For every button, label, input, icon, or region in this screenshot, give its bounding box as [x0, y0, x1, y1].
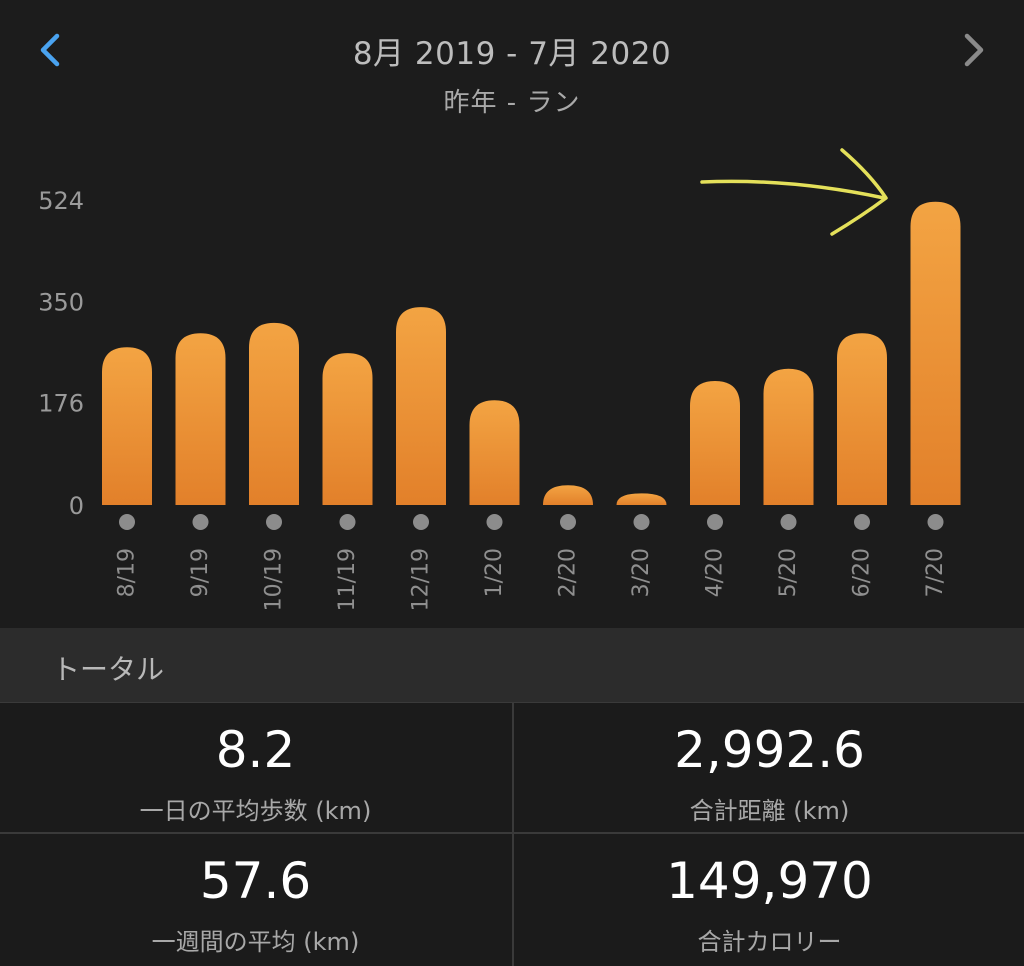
x-axis: 8/19 9/19 10/19 11/19 12/19 1/20 2/20 3/20 4/20 5…	[115, 548, 949, 611]
totals-section-header: トータル	[0, 628, 1024, 703]
bar-6-20[interactable]	[837, 333, 887, 505]
x-tick-label: 4/20	[703, 548, 728, 597]
month-dot[interactable]	[413, 514, 429, 530]
x-tick-label: 7/20	[923, 548, 948, 597]
totals-section-label: トータル	[52, 653, 165, 686]
next-period-button[interactable]	[952, 28, 996, 72]
month-dot[interactable]	[854, 514, 870, 530]
stat-value: 2,992.6	[674, 721, 865, 779]
month-dots	[119, 514, 944, 530]
bar-2-20[interactable]	[543, 485, 593, 505]
stat-value: 8.2	[215, 721, 296, 779]
month-dot[interactable]	[339, 514, 356, 530]
month-dot[interactable]	[119, 514, 135, 530]
stat-label: 合計距離 (km)	[689, 797, 850, 825]
y-tick-label: 0	[69, 492, 84, 520]
x-tick-label: 8/19	[115, 548, 140, 597]
chevron-left-icon	[40, 33, 60, 67]
bar-3-20[interactable]	[616, 493, 667, 505]
prev-period-button[interactable]	[28, 28, 72, 72]
bar-1-20[interactable]	[469, 400, 520, 505]
bar-5-20[interactable]	[763, 368, 814, 505]
x-tick-label: 5/20	[776, 548, 801, 597]
bar-11-19[interactable]	[322, 353, 373, 505]
chevron-right-icon	[964, 33, 984, 67]
bar-10-19[interactable]	[249, 322, 299, 505]
stat-value: 149,970	[666, 852, 873, 910]
stat-daily-average: 8.2 一日の平均歩数 (km)	[0, 703, 511, 832]
annotation-arrow	[700, 148, 888, 236]
x-tick-label: 11/19	[335, 548, 360, 611]
month-dot[interactable]	[633, 514, 650, 530]
period-title: 8月 2019 - 7月 2020	[352, 36, 672, 72]
grid-divider-vertical	[512, 703, 514, 966]
bar-9-19[interactable]	[175, 333, 226, 505]
month-dot[interactable]	[486, 514, 503, 530]
month-dot[interactable]	[707, 514, 723, 530]
stat-weekly-average: 57.6 一週間の平均 (km)	[0, 834, 511, 963]
stat-value: 57.6	[199, 852, 312, 910]
month-dot[interactable]	[927, 514, 944, 530]
x-tick-label: 6/20	[850, 548, 875, 597]
month-dot[interactable]	[192, 514, 209, 530]
stat-label: 合計カロリー	[697, 928, 842, 956]
stat-label: 一日の平均歩数 (km)	[139, 797, 372, 825]
x-tick-label: 2/20	[556, 548, 581, 597]
month-dot[interactable]	[560, 514, 576, 530]
y-tick-label: 176	[38, 390, 84, 418]
bar-12-19[interactable]	[396, 307, 446, 505]
x-tick-label: 3/20	[629, 548, 654, 597]
bar-7-20[interactable]	[910, 201, 961, 505]
bar-8-19[interactable]	[102, 347, 152, 505]
month-dot[interactable]	[266, 514, 282, 530]
totals-grid: 8.2 一日の平均歩数 (km) 2,992.6 合計距離 (km) 57.6 …	[0, 703, 1024, 966]
header: 8月 2019 - 7月 2020 昨年 - ラン	[0, 0, 1024, 130]
monthly-distance-chart: 0 176 350 524 8/19 9/19 10/19 11/19 12/19 1/20 2/…	[38, 148, 961, 611]
bar-4-20[interactable]	[690, 381, 740, 505]
x-tick-label: 1/20	[482, 548, 507, 597]
bars	[102, 201, 961, 505]
stat-total-distance: 2,992.6 合計距離 (km)	[514, 703, 1024, 832]
period-subtitle: 昨年 - ラン	[443, 88, 581, 118]
x-tick-label: 12/19	[409, 548, 434, 611]
grid-divider-horizontal	[0, 832, 1024, 834]
y-tick-label: 524	[38, 187, 84, 215]
y-axis: 0 176 350 524	[38, 187, 84, 520]
month-dot[interactable]	[780, 514, 797, 530]
y-tick-label: 350	[38, 288, 84, 316]
stat-label: 一週間の平均 (km)	[151, 928, 360, 956]
x-tick-label: 9/19	[188, 548, 213, 597]
stat-total-calories: 149,970 合計カロリー	[514, 834, 1024, 963]
x-tick-label: 10/19	[262, 548, 287, 611]
